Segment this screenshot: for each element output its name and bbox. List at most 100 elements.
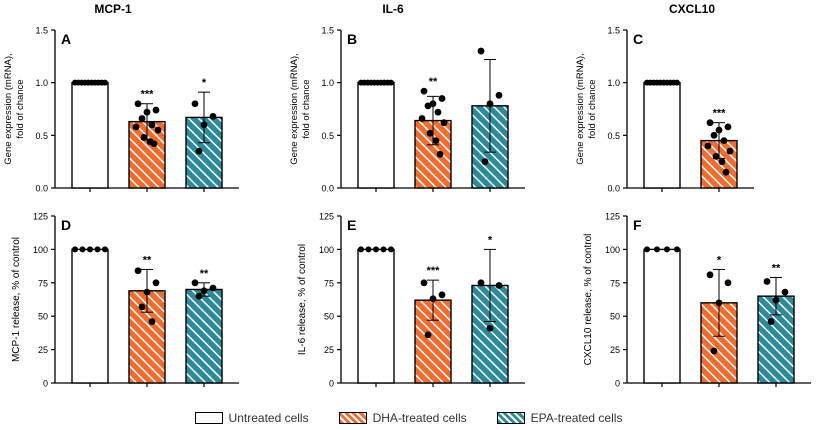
panel-c-point-1-5 [704, 142, 712, 150]
panel-f-point-1-0 [706, 271, 714, 279]
panel-b-point-2-1 [495, 91, 503, 99]
panel-b-point-1-5 [418, 115, 426, 122]
panel-c-ytick-label-2: 1.0 [607, 78, 620, 88]
panel-c-title: CXCL10 [669, 2, 715, 16]
panel-a-bar-0 [71, 81, 109, 189]
panel-c-point-1-3 [710, 131, 718, 139]
panel-e-ytick-label-3: 75 [324, 278, 334, 288]
panel-f-ytick-label-5: 125 [605, 212, 620, 222]
panel-b-ytick-label-2: 1.0 [321, 78, 334, 88]
panel-e-point-1-2 [429, 295, 437, 303]
panel-f-point-2-3 [767, 318, 775, 325]
panel-a-title: MCP-1 [94, 2, 132, 16]
panel-f-ytick-label-3: 75 [610, 278, 620, 288]
panel-e-ylabel: IL-6 release, % of control [297, 244, 308, 355]
panel-a-ytick-label-3: 1.5 [35, 26, 48, 36]
panel-f-bar-0 [643, 248, 681, 384]
legend-label-untreated: Untreated cells [228, 411, 309, 425]
panel-c-ylabel-line2: fold of chance [587, 79, 598, 138]
panel-b-bar-0 [357, 81, 395, 189]
panel-a-point-1-4 [148, 121, 156, 129]
panel-c-ytick-label-3: 1.5 [607, 26, 620, 36]
panel-d-point-0-4 [102, 246, 108, 253]
panel-a-ytick-label-0: 0.0 [35, 184, 48, 194]
panel-b-point-1-9 [436, 150, 444, 158]
panel-f-point-0-1 [654, 246, 660, 253]
panel-f-point-0-3 [674, 246, 680, 253]
panel-a-point-0-9 [102, 79, 108, 86]
panel-f-ytick-label-4: 100 [605, 245, 620, 255]
panel-f-ytick-label-0: 0 [615, 379, 620, 389]
panel-a-point-2-2 [200, 121, 208, 129]
legend: Untreated cells DHA-treated cells EPA-tr… [0, 408, 817, 428]
panel-d-ytick-label-1: 25 [38, 345, 48, 355]
panel-e-point-2-0 [477, 279, 485, 287]
legend-swatch-epa [496, 412, 525, 424]
panel-b-ytick-label-3: 1.5 [321, 26, 334, 36]
panel-d-ytick-label-0: 0 [43, 379, 48, 389]
panel-e-significance-2: * [488, 234, 493, 246]
panel-a-point-1-6 [154, 126, 162, 134]
panel-d-point-2-2 [200, 287, 208, 295]
figure-canvas: MCP-1 A 0.0 0.5 1.0 1.5 Gene expression (mRNA)… [3, 2, 811, 389]
panel-a-ytick-label-2: 1.0 [35, 78, 48, 88]
legend-item-untreated: Untreated cells [194, 411, 309, 425]
panel-b-point-2-0 [477, 47, 485, 55]
panel-b-point-1-8 [432, 137, 440, 145]
panel-c-ytick-label-0: 0.0 [607, 184, 620, 194]
panel-d-ytick-label-4: 100 [33, 245, 48, 255]
legend-item-epa: EPA-treated cells [496, 411, 623, 425]
panel-a-ylabel-line2: fold of chance [15, 79, 26, 138]
panel-f-point-2-1 [781, 288, 789, 296]
panel-b-point-1-4 [434, 108, 442, 116]
panel-a-point-1-5 [132, 123, 140, 131]
panel-b-point-2-3 [481, 158, 489, 166]
panel-c-significance-1: *** [713, 108, 727, 120]
panel-e-point-0-3 [380, 246, 387, 253]
panel-f-ytick-label-1: 25 [610, 345, 620, 355]
panel-c-point-0-9 [674, 79, 680, 86]
panel-e-point-0-1 [365, 246, 372, 253]
panel-e-ytick-label-4: 100 [319, 245, 334, 255]
panel-b-ylabel-line2: fold of chance [301, 79, 312, 138]
panel-d-significance-1: ** [143, 254, 152, 266]
legend-item-dha: DHA-treated cells [338, 411, 467, 425]
panel-a-point-1-9 [150, 140, 158, 148]
panel-d-point-0-2 [87, 246, 93, 253]
panel-d-ytick-label-2: 50 [38, 312, 48, 322]
panel-f-point-1-1 [724, 279, 732, 287]
panel-a-point-2-3 [195, 147, 203, 155]
panel-c-point-1-1 [724, 123, 732, 131]
legend-label-epa: EPA-treated cells [530, 411, 623, 425]
panel-f-ylabel: CXCL10 release, % of control [583, 234, 594, 366]
panel-d-point-1-2 [143, 288, 151, 296]
panel-b-ytick-label-1: 0.5 [321, 131, 334, 141]
panel-d-point-2-3 [195, 292, 203, 300]
panel-a-point-1-7 [140, 134, 148, 141]
panel-c-point-1-2 [715, 126, 723, 134]
panel-f-point-1-3 [710, 347, 718, 355]
panel-a-point-2-0 [191, 100, 199, 108]
panel-e-point-1-0 [420, 279, 428, 287]
panel-d-bar-2 [185, 288, 223, 384]
panel-f-point-0-2 [664, 246, 670, 253]
legend-swatch-dha [338, 412, 367, 424]
panel-b-point-1-0 [420, 87, 428, 95]
panel-f-point-2-2 [772, 296, 780, 304]
panel-e-ytick-label-0: 0 [329, 379, 334, 389]
panel-d-point-1-3 [138, 303, 146, 311]
panel-c-point-1-7 [712, 153, 720, 160]
panel-d-point-2-1 [209, 284, 217, 292]
legend-swatch-untreated [194, 412, 223, 424]
panel-e-point-2-2 [486, 324, 494, 332]
panel-d-point-1-4 [148, 318, 156, 325]
panel-f-significance-1: * [717, 254, 722, 266]
panel-a-letter: A [61, 31, 71, 47]
panel-b-point-1-3 [424, 102, 432, 110]
panel-e-point-0-4 [388, 246, 394, 253]
panel-e-point-0-2 [373, 246, 379, 253]
panel-e-bar-0 [357, 248, 395, 384]
panel-c-point-1-0 [706, 119, 714, 127]
panel-d-bar-0 [71, 248, 109, 384]
panel-a-bar-2 [185, 116, 223, 189]
